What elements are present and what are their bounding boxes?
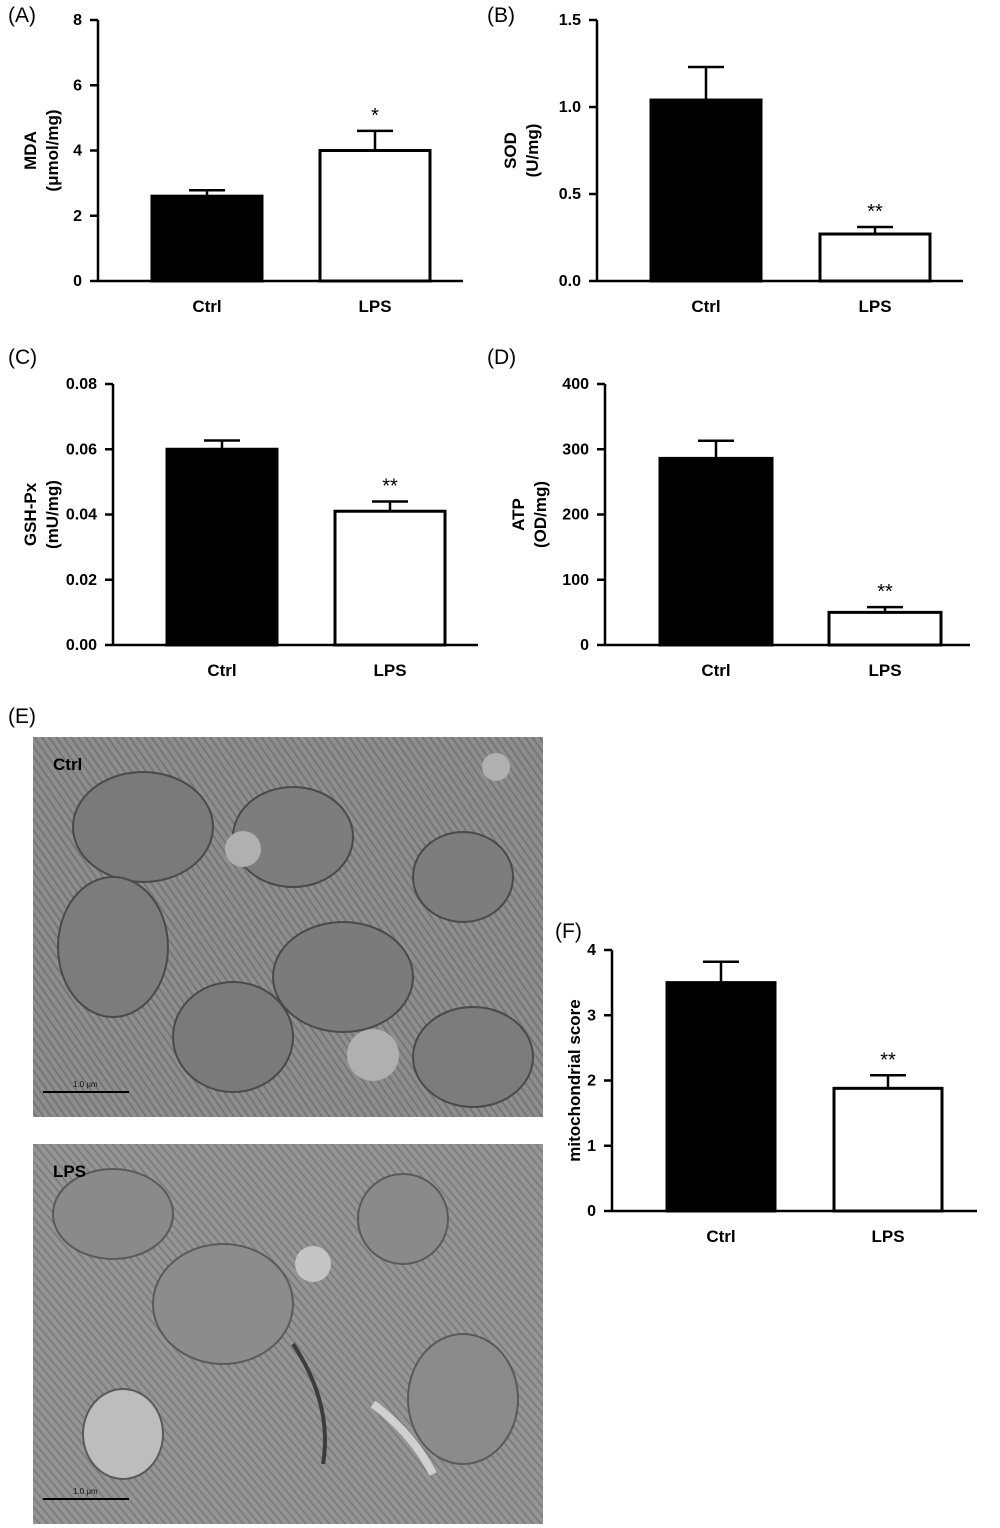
x-tick-label: LPS	[358, 297, 391, 316]
y-axis-label: mitochondrial score	[565, 999, 584, 1161]
bar-ctrl	[649, 98, 763, 283]
y-axis-label: MDA (μmol/mg)	[21, 109, 62, 191]
x-tick-label: LPS	[871, 1227, 904, 1246]
significance-marker: **	[382, 475, 398, 497]
y-axis-label: GSH-Px (mU/mg)	[21, 480, 62, 549]
panel-label-a: (A)	[8, 4, 36, 27]
y-tick-label: 0	[73, 273, 82, 290]
scale-bar-label: 1.0 μm	[73, 1080, 98, 1089]
y-tick-label: 0.04	[66, 507, 97, 524]
bar-ctrl	[665, 981, 777, 1213]
x-tick-label: Ctrl	[706, 1227, 735, 1246]
x-tick-label: LPS	[858, 297, 891, 316]
bar-lps	[818, 232, 932, 283]
panel-label-e: (E)	[8, 705, 36, 728]
y-tick-label: 6	[73, 77, 82, 94]
x-tick-label: LPS	[373, 661, 406, 680]
micrograph-lps-texture	[33, 1144, 543, 1524]
bar-ctrl	[658, 456, 774, 647]
significance-marker: **	[880, 1049, 896, 1071]
y-tick-label: 2	[73, 208, 82, 225]
y-tick-label: 0.00	[66, 637, 97, 654]
y-tick-label: 0.0	[559, 273, 581, 290]
significance-marker: **	[877, 581, 893, 603]
y-tick-label: 1.0	[559, 99, 581, 116]
y-tick-label: 400	[562, 376, 589, 393]
y-axis-label: SOD (U/mg)	[501, 124, 542, 178]
y-tick-label: 1.5	[559, 12, 581, 29]
y-tick-label: 4	[587, 942, 596, 959]
y-tick-label: 0	[580, 637, 589, 654]
x-tick-label: Ctrl	[691, 297, 720, 316]
y-tick-label: 0.08	[66, 376, 97, 393]
bar-lps	[333, 509, 447, 647]
y-tick-label: 300	[562, 441, 589, 458]
micrograph-lps: LPS 1.0 μm	[33, 1144, 543, 1524]
y-tick-label: 0.02	[66, 572, 97, 589]
bar-lps	[827, 610, 943, 647]
y-tick-label: 100	[562, 572, 589, 589]
x-tick-label: Ctrl	[192, 297, 221, 316]
panel-label-f: (F)	[555, 920, 582, 943]
micrograph-ctrl-label: Ctrl	[53, 755, 83, 774]
panel-label-b: (B)	[487, 4, 515, 27]
scale-bar-label: 1.0 μm	[73, 1487, 98, 1496]
x-tick-label: LPS	[868, 661, 901, 680]
y-tick-label: 0	[587, 1203, 596, 1220]
x-tick-label: Ctrl	[701, 661, 730, 680]
scale-bar	[43, 1091, 129, 1093]
x-tick-label: Ctrl	[207, 661, 236, 680]
bar-ctrl	[150, 194, 264, 283]
y-tick-label: 1	[587, 1138, 596, 1155]
y-tick-label: 0.06	[66, 441, 97, 458]
bar-lps	[832, 1086, 944, 1213]
y-tick-label: 3	[587, 1007, 596, 1024]
y-tick-label: 200	[562, 507, 589, 524]
panel-label-c: (C)	[8, 346, 38, 369]
y-tick-label: 2	[587, 1073, 596, 1090]
bar-lps	[318, 149, 432, 283]
micrograph-ctrl-texture	[33, 737, 543, 1117]
y-axis-label: ATP (OD/mg)	[509, 481, 550, 548]
y-tick-label: 4	[73, 143, 82, 160]
micrograph-lps-label: LPS	[53, 1162, 87, 1181]
bar-ctrl	[165, 447, 279, 647]
scale-bar	[43, 1498, 129, 1500]
significance-marker: *	[371, 105, 379, 127]
micrograph-ctrl: Ctrl 1.0 μm	[33, 737, 543, 1117]
y-tick-label: 0.5	[559, 186, 581, 203]
significance-marker: **	[867, 201, 883, 223]
y-tick-label: 8	[73, 12, 82, 29]
panel-label-d: (D)	[487, 346, 517, 369]
